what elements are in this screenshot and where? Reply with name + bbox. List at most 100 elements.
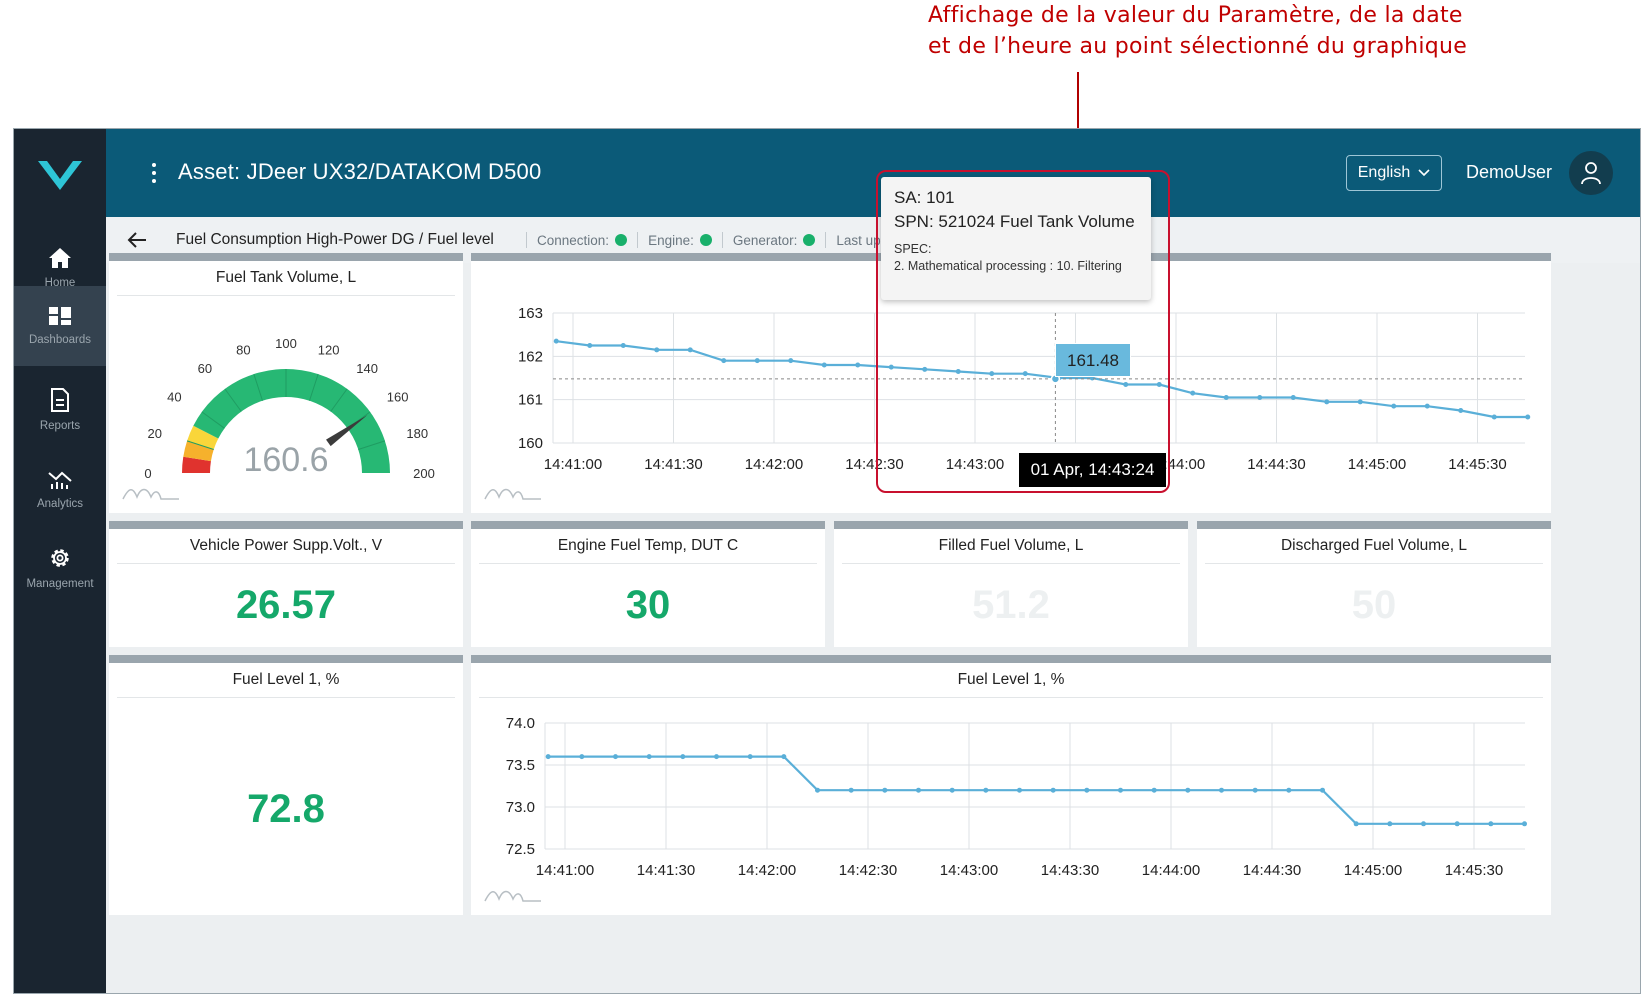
fuel-level-card: Fuel Level 1, % 72.8	[109, 655, 463, 915]
y-tick-label: 161	[518, 392, 543, 409]
connection-status-dot	[615, 234, 628, 246]
username[interactable]: DemoUser	[1466, 162, 1553, 182]
highlight-frame	[876, 170, 1170, 493]
y-tick-label: 162	[518, 348, 543, 365]
fuel-tank-gauge: 0 20 40 60 80 100 120 140 160 180 200 160.6	[144, 336, 435, 481]
gauge-tick-label: 200	[413, 466, 435, 481]
annotation: Affichage de la valeur du Paramètre, de …	[928, 0, 1488, 62]
gear-icon	[51, 549, 69, 567]
data-point	[680, 754, 686, 760]
parameter-tooltip: SA: 101 SPN: 521024 Fuel Tank Volume SPE…	[881, 177, 1151, 300]
analytics-icon	[48, 471, 72, 489]
breadcrumb: Fuel Consumption High-Power DG / Fuel le…	[176, 231, 494, 248]
status-indicators: Connection: Engine: Generator: Last upda…	[516, 232, 911, 248]
back-arrow-icon[interactable]	[126, 229, 148, 251]
kebab-menu-icon[interactable]	[144, 159, 164, 189]
language-label: English	[1357, 164, 1411, 181]
tooltip-sa: SA: 101	[894, 188, 955, 207]
data-point	[1022, 371, 1028, 377]
gauge-tick-mark	[253, 373, 263, 401]
gauge-band-orange	[183, 440, 214, 462]
data-point	[1357, 399, 1363, 405]
gauge-tick-mark	[224, 388, 242, 412]
metric-panel: Vehicle Power Supp.Volt., V 26.57	[109, 521, 463, 647]
app-window: Home Dashboards Reports Analytics	[13, 128, 1641, 994]
data-point	[815, 787, 820, 793]
gauge-tick-label: 120	[318, 342, 340, 357]
gauge-tick-mark	[309, 373, 319, 401]
language-select[interactable]: English	[1346, 155, 1442, 191]
chevron-down-icon	[1418, 169, 1430, 177]
x-tick-label: 14:45:30	[1448, 456, 1506, 473]
gauge-tick-label: 140	[356, 361, 378, 376]
user-icon	[1581, 162, 1601, 185]
y-tick-label: 163	[518, 305, 543, 322]
gauge-band-green	[193, 368, 390, 473]
x-tick-label: 14:41:00	[536, 862, 594, 879]
wave-icon	[122, 488, 179, 500]
fuel-level-chart-panel: Fuel Level 1, % 14:41:00 14:41:30 14:42:00…	[471, 655, 1551, 915]
gauge-tick-label: 40	[167, 390, 181, 405]
data-point	[1522, 821, 1527, 827]
data-point	[620, 343, 626, 348]
data-point	[1458, 408, 1464, 413]
logo-icon	[38, 161, 82, 190]
gauge-tick-label: 100	[275, 336, 297, 351]
x-tick-label: 14:44:30	[1243, 862, 1301, 879]
sidebar-item-management[interactable]: Management	[14, 527, 106, 609]
data-point	[1391, 403, 1397, 409]
selected-value-label: 161.48	[1055, 343, 1131, 377]
data-point	[654, 347, 660, 353]
data-point	[983, 787, 989, 793]
x-tick-label: 14:44:30	[1247, 456, 1305, 473]
data-point	[1017, 787, 1022, 793]
gauge-panel: Fuel Tank Volume, L 0 20 40 60 80 100 120 140 16…	[109, 253, 463, 513]
gauge-title: Fuel Tank Volume, L	[117, 261, 455, 296]
gauge-tick-mark	[186, 440, 214, 450]
data-point	[1084, 787, 1090, 793]
x-tick-label: 14:43:00	[946, 456, 1004, 473]
fuel-level-title: Fuel Level 1, %	[117, 663, 455, 698]
gauge-band-yellow	[187, 425, 219, 450]
data-point	[747, 754, 753, 760]
x-tick-label: 14:45:00	[1344, 862, 1402, 879]
selected-time-label: 01 Apr, 14:43:24	[1019, 453, 1166, 487]
sidebar-item-label: Dashboards	[28, 334, 91, 346]
x-tick-label: 14:42:00	[738, 862, 796, 879]
data-point	[1454, 821, 1460, 827]
annotation-line-2: et de l’heure au point sélectionné du gr…	[928, 34, 1468, 59]
x-tick-label: 14:42:30	[845, 456, 903, 473]
data-point	[781, 754, 787, 760]
data-point	[1525, 414, 1531, 420]
y-tick-label: 74.0	[506, 715, 535, 732]
tooltip-spec-label: SPEC:	[894, 242, 932, 256]
gauge-tick-label: 80	[236, 342, 250, 357]
data-point	[1421, 821, 1426, 827]
tooltip-spec: 2. Mathematical processing : 10. Filteri…	[894, 259, 1122, 273]
gauge-tick-mark	[358, 440, 386, 450]
x-tick-label: 14:41:00	[544, 456, 602, 473]
generator-label: Generator:	[732, 232, 798, 248]
sidebar-item-reports[interactable]: Reports	[14, 369, 106, 451]
x-tick-label: 14:43:00	[940, 862, 998, 879]
data-point	[882, 787, 888, 793]
data-point	[855, 362, 861, 368]
engine-status-dot	[699, 234, 712, 246]
sidebar-item-analytics[interactable]: Analytics	[14, 448, 106, 530]
data-point	[1286, 787, 1292, 793]
report-icon	[51, 388, 69, 412]
data-point	[1257, 395, 1263, 400]
gauge-tick-mark	[201, 411, 225, 429]
sidebar-item-label: Analytics	[36, 498, 84, 510]
data-point	[821, 362, 827, 368]
data-point	[1156, 382, 1162, 387]
gauge-tick-label: 60	[198, 361, 212, 376]
generator-status-dot	[803, 234, 816, 246]
fuel-level-chart[interactable]: 14:41:00 14:41:30 14:42:00 14:42:30 14:43:00…	[471, 663, 1551, 915]
avatar[interactable]	[1569, 151, 1613, 195]
sidebar-item-dashboards[interactable]: Dashboards	[14, 286, 106, 366]
x-tick-label: 14:41:30	[644, 456, 702, 473]
data-point	[1324, 399, 1330, 405]
data-point	[1290, 395, 1296, 400]
gauge-needle	[326, 414, 368, 447]
